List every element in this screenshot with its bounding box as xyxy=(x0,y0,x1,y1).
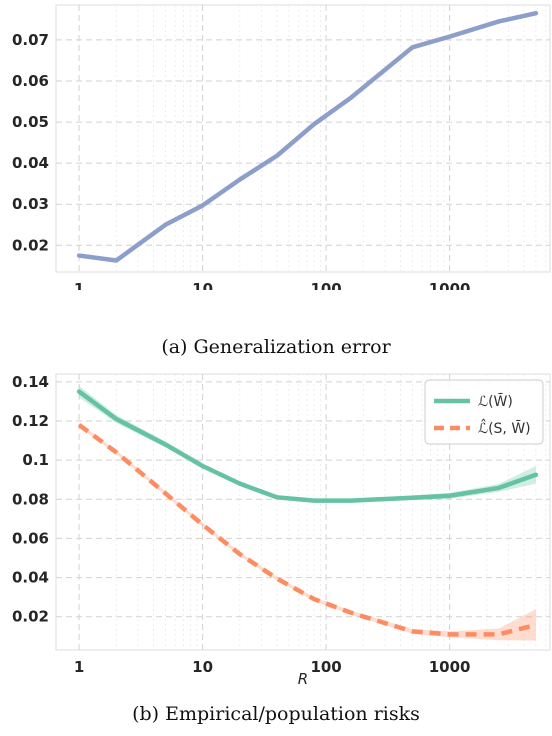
x-tick-label: 1000 xyxy=(429,280,471,290)
y-tick-label: 0.06 xyxy=(12,72,49,90)
x-tick-label: 10 xyxy=(192,658,213,676)
x-tick-label: 100 xyxy=(310,658,341,676)
x-tick-label: 10 xyxy=(192,280,213,290)
legend: ℒ(W̄) ℒ̂(S, W̄) xyxy=(424,379,544,445)
series-line-0 xyxy=(76,10,539,263)
y-tick-label: 0.12 xyxy=(12,412,49,430)
y-tick-label: 0.02 xyxy=(12,608,49,626)
y-tick-label: 0.05 xyxy=(12,113,49,131)
y-tick-labels: 0.02 0.03 0.04 0.05 0.06 0.07 xyxy=(12,31,49,254)
y-tick-label: 0.07 xyxy=(12,31,49,49)
series-lines xyxy=(76,389,539,637)
caption-b: (b) Empirical/population risks xyxy=(132,703,420,725)
y-tick-label: 0.04 xyxy=(12,569,49,587)
series-line-1 xyxy=(77,423,537,637)
y-tick-labels: 0.02 0.04 0.06 0.08 0.1 0.12 0.14 xyxy=(12,373,49,626)
x-tick-label: 1000 xyxy=(429,658,471,676)
y-tick-label: 0.14 xyxy=(12,373,49,391)
y-tick-label: 0.04 xyxy=(12,154,49,172)
x-tick-labels: 1 10 100 1000 xyxy=(74,658,471,676)
y-tick-label: 0.06 xyxy=(12,529,49,547)
x-tick-label: 1 xyxy=(74,280,84,290)
series-band-1 xyxy=(79,422,536,641)
series-line-0 xyxy=(76,389,539,503)
legend-label-population-risk: ℒ(W̄) xyxy=(478,392,513,410)
caption-a: (a) Generalization error xyxy=(161,336,391,358)
legend-label-empirical-risk: ℒ̂(S, W̄) xyxy=(478,418,531,437)
series-lines xyxy=(76,10,539,263)
x-tick-labels: 1 10 100 1000 xyxy=(74,280,471,290)
x-tick-label: 100 xyxy=(310,280,341,290)
plot-area xyxy=(55,4,551,273)
x-tick-label: 1 xyxy=(74,658,84,676)
y-tick-label: 0.03 xyxy=(12,195,49,213)
y-tick-label: 0.08 xyxy=(12,490,49,508)
chart-empirical-population-risks: 1 10 100 1000 0.02 0.04 0.06 0.08 0.1 0.12 0.14 ℒ… xyxy=(12,373,551,688)
y-tick-label: 0.1 xyxy=(22,451,49,469)
x-axis-label: R xyxy=(298,670,308,688)
y-tick-label: 0.02 xyxy=(12,236,49,254)
